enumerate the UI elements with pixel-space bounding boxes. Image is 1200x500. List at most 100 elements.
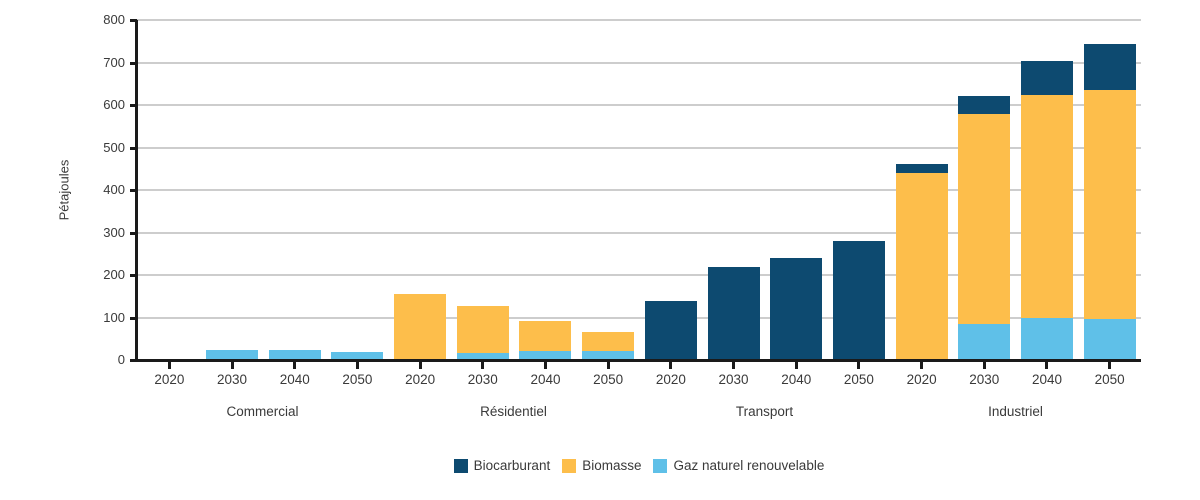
bar-slot-Industriel-2020 bbox=[890, 20, 953, 360]
x-tick-slot bbox=[201, 362, 264, 369]
bar-segment-biocarburant bbox=[707, 267, 760, 360]
x-tick-slot bbox=[138, 362, 201, 369]
x-tick-slot bbox=[326, 362, 389, 369]
y-tick-label-400: 400 bbox=[103, 182, 125, 197]
year-label-Industriel-2040: 2040 bbox=[1031, 372, 1062, 387]
y-tick-mark-800 bbox=[130, 19, 137, 22]
bar-segment-biocarburant bbox=[895, 163, 948, 173]
bar-segment-gaz bbox=[456, 352, 509, 360]
year-label-Résidentiel-2030: 2030 bbox=[467, 372, 498, 387]
x-axis-line bbox=[135, 359, 1141, 362]
bar-slot-Commercial-2040 bbox=[263, 20, 326, 360]
x-tick-slot bbox=[828, 362, 891, 369]
y-tick-mark-300 bbox=[130, 231, 137, 235]
bar-Résidentiel-2030 bbox=[456, 306, 509, 360]
bar-segment-gaz bbox=[582, 351, 635, 360]
y-tick-mark-500 bbox=[130, 146, 137, 150]
bar-segment-biomasse bbox=[958, 114, 1011, 324]
bar-Industriel-2030 bbox=[958, 96, 1011, 360]
x-tick-slot bbox=[640, 362, 703, 369]
bar-Transport-2040 bbox=[770, 258, 823, 360]
year-label-Transport-2020: 2020 bbox=[655, 372, 686, 387]
gridline-700 bbox=[137, 61, 1141, 64]
bar-Résidentiel-2050 bbox=[582, 332, 635, 360]
bar-segment-biocarburant bbox=[644, 300, 697, 360]
y-tick-mark-400 bbox=[130, 189, 137, 192]
y-tick-label-300: 300 bbox=[103, 224, 125, 240]
year-label-Transport-2050: 2050 bbox=[843, 372, 874, 387]
x-tick-mark-Transport-2050 bbox=[857, 362, 861, 369]
x-tick-slot bbox=[1078, 362, 1141, 369]
bar-Transport-2050 bbox=[832, 240, 885, 360]
y-tick-label-500: 500 bbox=[103, 139, 125, 155]
bar-slot-Commercial-2020 bbox=[138, 20, 201, 360]
group-label-Résidentiel: Résidentiel bbox=[480, 404, 547, 419]
x-tick-slot bbox=[577, 362, 640, 369]
year-label-Commercial-2030: 2030 bbox=[217, 372, 248, 387]
y-tick-mark-600 bbox=[130, 104, 137, 107]
legend-item-gaz: Gaz naturel renouvelable bbox=[653, 458, 824, 473]
x-tick-mark-Commercial-2050 bbox=[355, 362, 359, 369]
year-label-Transport-2040: 2040 bbox=[781, 372, 812, 387]
bar-segment-biomasse bbox=[394, 294, 447, 360]
bar-slot-Commercial-2050 bbox=[326, 20, 389, 360]
x-tick-mark-Industriel-2050 bbox=[1108, 362, 1112, 369]
bar-Transport-2020 bbox=[644, 300, 697, 360]
gridline-500 bbox=[137, 146, 1141, 149]
x-tick-slot bbox=[389, 362, 452, 369]
group-label-Commercial: Commercial bbox=[226, 404, 299, 419]
bar-Commercial-2050 bbox=[331, 351, 384, 360]
x-tick-mark-Industriel-2020 bbox=[920, 362, 924, 369]
bar-segment-gaz bbox=[958, 323, 1011, 360]
year-label-Industriel-2020: 2020 bbox=[906, 372, 937, 387]
legend-label-biomasse: Biomasse bbox=[582, 458, 642, 473]
x-tick-slot bbox=[953, 362, 1016, 369]
bar-segment-biomasse bbox=[895, 172, 948, 360]
bar-slot-Industriel-2030 bbox=[953, 20, 1016, 360]
bar-Commercial-2040 bbox=[268, 350, 321, 360]
bar-slot-Résidentiel-2040 bbox=[514, 20, 577, 360]
legend: Biocarburant Biomasse Gaz naturel renouvel… bbox=[137, 458, 1141, 473]
group-label-Transport: Transport bbox=[735, 404, 794, 419]
gridline-200 bbox=[137, 274, 1141, 276]
bar-segment-biocarburant bbox=[1020, 61, 1073, 96]
bar-segment-biomasse bbox=[1083, 89, 1136, 320]
bar-segment-biocarburant bbox=[832, 240, 885, 360]
bar-Industriel-2050 bbox=[1083, 43, 1136, 360]
bar-segment-biocarburant bbox=[958, 96, 1011, 115]
bar-slot-Résidentiel-2030 bbox=[451, 20, 514, 360]
bar-slot-Résidentiel-2020 bbox=[389, 20, 452, 360]
y-tick-label-200: 200 bbox=[103, 267, 125, 282]
bar-slot-Transport-2050 bbox=[828, 20, 891, 360]
y-tick-mark-0 bbox=[130, 359, 137, 362]
year-label-Commercial-2040: 2040 bbox=[279, 372, 310, 387]
year-label-Résidentiel-2040: 2040 bbox=[530, 372, 561, 387]
bar-segment-biomasse bbox=[519, 321, 572, 352]
gridline-300 bbox=[137, 231, 1141, 234]
legend-item-biocarburant: Biocarburant bbox=[453, 458, 551, 473]
x-tick-mark-Transport-2020 bbox=[669, 362, 673, 369]
x-tick-mark-Transport-2040 bbox=[794, 362, 798, 369]
y-tick-label-100: 100 bbox=[103, 309, 125, 325]
year-label-Commercial-2050: 2050 bbox=[342, 372, 373, 387]
year-label-Industriel-2030: 2030 bbox=[969, 372, 1000, 387]
x-tick-mark-Industriel-2030 bbox=[982, 362, 986, 369]
bar-segment-biomasse bbox=[582, 332, 635, 352]
year-label-Résidentiel-2020: 2020 bbox=[405, 372, 436, 387]
bar-segment-biocarburant bbox=[770, 258, 823, 360]
bar-segment-biomasse bbox=[1020, 95, 1073, 319]
gridline-100 bbox=[137, 316, 1141, 319]
y-tick-label-0: 0 bbox=[117, 352, 125, 367]
x-tick-slot bbox=[1016, 362, 1079, 369]
bar-segment-gaz bbox=[1020, 318, 1073, 360]
legend-label-biocarburant: Biocarburant bbox=[473, 458, 551, 473]
bar-slot-Transport-2020 bbox=[640, 20, 703, 360]
x-axis-ticks bbox=[138, 362, 1141, 369]
y-tick-mark-200 bbox=[130, 274, 137, 277]
bar-segment-gaz bbox=[331, 351, 384, 360]
year-labels: 2020 2030 2040 2050 2020 2030 2040 2050 2020 2030… bbox=[138, 372, 1141, 387]
x-tick-mark-Résidentiel-2050 bbox=[606, 362, 610, 369]
legend-swatch-gaz bbox=[653, 458, 668, 473]
bar-Transport-2030 bbox=[707, 267, 760, 360]
